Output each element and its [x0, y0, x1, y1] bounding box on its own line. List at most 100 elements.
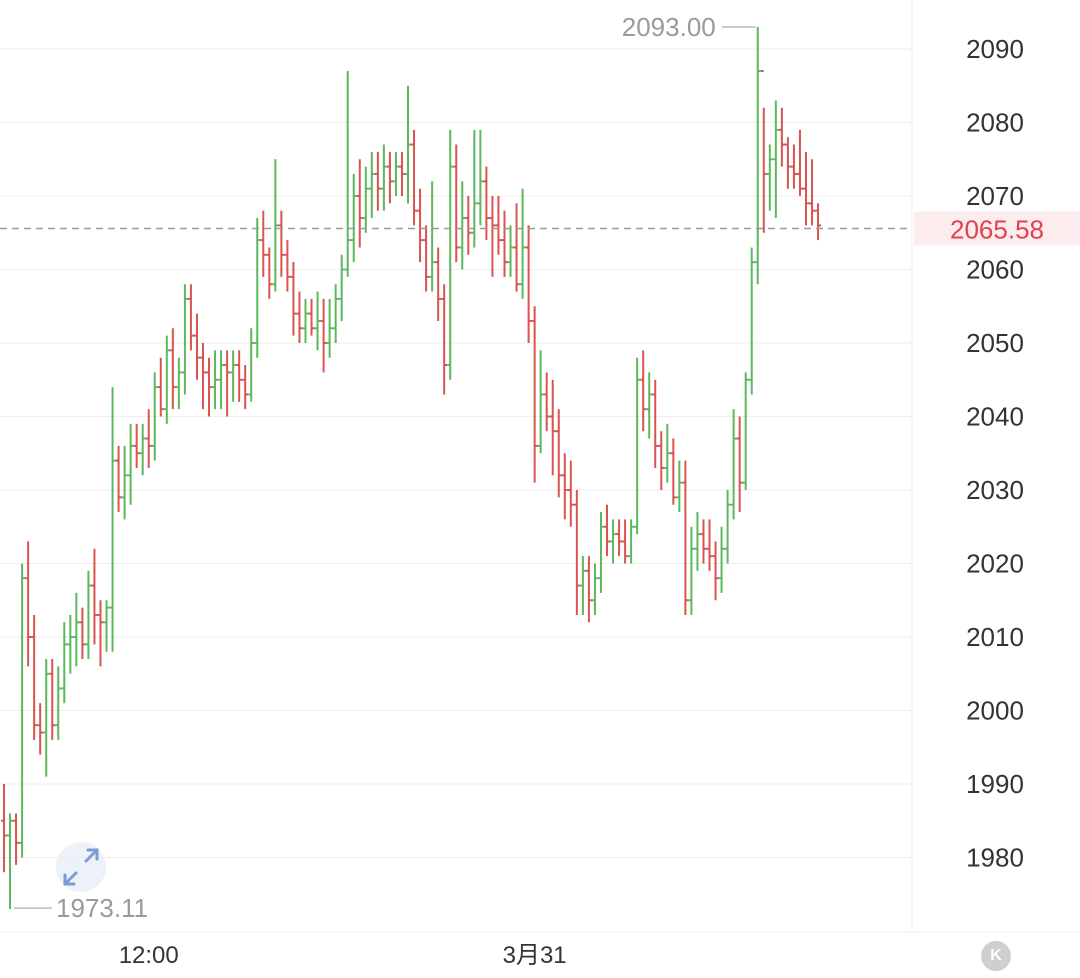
ohlc-bar	[374, 151, 381, 211]
ohlc-bar	[248, 328, 255, 402]
ohlc-bar	[543, 372, 550, 432]
ohlc-bar	[19, 563, 26, 858]
y-tick-label: 2020	[966, 549, 1024, 579]
ohlc-bar	[380, 144, 387, 211]
ohlc-bar	[513, 203, 520, 292]
ohlc-bar	[7, 813, 14, 909]
y-tick-label: 2010	[966, 622, 1024, 652]
ohlc-bar	[784, 137, 791, 189]
ohlc-bar	[13, 813, 20, 865]
ohlc-bar	[604, 504, 610, 557]
reset-k-icon: K	[990, 947, 1002, 964]
ohlc-bar	[501, 210, 508, 277]
ohlc-bar	[447, 129, 454, 380]
ohlc-bar	[664, 423, 671, 483]
ohlc-bar	[1, 784, 7, 873]
ohlc-bar	[386, 151, 393, 204]
ohlc-bar	[169, 328, 176, 410]
ohlc-bar	[525, 225, 532, 343]
ohlc-bar	[477, 129, 484, 226]
y-tick-label: 2030	[966, 475, 1024, 505]
ohlc-bar	[453, 144, 460, 263]
ohlc-bar	[175, 357, 182, 410]
ohlc-bar	[790, 144, 797, 189]
ohlc-bar	[242, 365, 249, 410]
y-tick-label: 1990	[966, 769, 1024, 799]
ohlc-bar	[531, 306, 538, 483]
ohlc-bar	[121, 445, 128, 520]
ohlc-bar	[459, 181, 466, 270]
ohlc-bar	[308, 298, 315, 336]
ohlc-bar	[356, 159, 363, 248]
ohlc-bar	[423, 225, 430, 292]
ohlc-bar	[278, 210, 285, 277]
ohlc-bar	[802, 151, 809, 226]
ohlc-bar	[260, 210, 267, 277]
ohlc-bar	[103, 600, 110, 652]
ohlc-bar	[109, 387, 116, 652]
grid	[0, 0, 1080, 933]
ohlc-bar	[392, 151, 399, 196]
ohlc-bar	[585, 556, 592, 623]
ohlc-bar	[49, 659, 56, 740]
ohlc-bar	[405, 85, 412, 204]
ohlc-bar	[610, 519, 617, 564]
ohlc-bar	[133, 423, 140, 468]
ohlc-bar	[555, 409, 562, 498]
ohlc-bar	[658, 431, 665, 490]
ohlc-bar	[25, 541, 32, 667]
ohlc-bar	[567, 460, 574, 527]
ohlc-bar	[296, 291, 303, 343]
ohlc-bar	[254, 218, 261, 358]
ohlc-bar	[31, 614, 38, 740]
ohlc-bar	[561, 453, 568, 520]
ohlc-bar	[489, 196, 496, 277]
y-tick-label: 2070	[966, 181, 1024, 211]
ohlc-bar	[91, 548, 98, 645]
x-tick-label: 3月31	[503, 942, 567, 969]
ohlc-bar	[284, 240, 291, 292]
y-tick-label: 2000	[966, 696, 1024, 726]
ohlc-bar	[778, 107, 785, 167]
ohlc-bar	[115, 445, 122, 513]
ohlc-bar	[441, 284, 448, 395]
ohlc-bar	[471, 129, 478, 248]
low-marker-label: 1973.11	[56, 893, 148, 923]
ohlc-bar	[326, 298, 333, 358]
ohlc-bar	[230, 350, 237, 402]
y-tick-label: 2090	[966, 34, 1024, 64]
ohlc-bar	[398, 151, 405, 196]
ohlc-bar	[151, 372, 158, 461]
ohlc-bar	[85, 570, 92, 660]
ohlc-bar	[537, 350, 544, 454]
ohlc-bar	[700, 519, 707, 564]
y-tick-label: 2050	[966, 328, 1024, 358]
ohlc-bar	[646, 372, 653, 439]
ohlc-series	[1, 26, 822, 909]
ohlc-bar	[163, 335, 170, 424]
ohlc-bar	[730, 409, 737, 520]
ohlc-bar	[724, 490, 731, 564]
ohlc-bar	[507, 225, 514, 277]
ohlc-bar	[212, 350, 219, 410]
ohlc-bar	[362, 166, 369, 233]
ohlc-bar	[616, 519, 623, 557]
reset-button[interactable]: K	[981, 941, 1011, 971]
ohlc-bar	[338, 254, 345, 321]
y-tick-label: 2040	[966, 402, 1024, 432]
ohlc-bar	[712, 541, 719, 601]
expand-button[interactable]	[56, 842, 106, 892]
ohlc-bar	[760, 70, 767, 233]
ohlc-bar	[350, 173, 357, 263]
ohlc-bar	[320, 298, 327, 373]
ohlc-bar	[549, 379, 556, 476]
ohlc-bar	[236, 350, 243, 402]
ohlc-bar	[435, 247, 442, 321]
ohlc-bar	[809, 159, 816, 226]
ohlc-bar	[495, 196, 502, 255]
ohlc-bar	[718, 526, 725, 593]
ohlc-bar	[772, 100, 779, 219]
ohlc-bar	[465, 196, 472, 255]
ohlc-bar	[688, 526, 695, 615]
